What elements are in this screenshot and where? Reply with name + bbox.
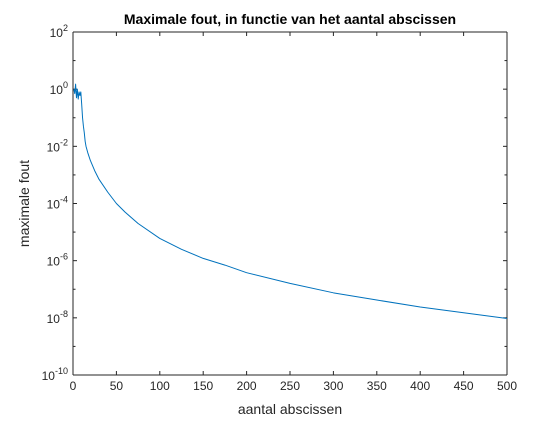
y-tick-label: 10-2 bbox=[47, 137, 68, 154]
y-tick-label: 10-10 bbox=[42, 366, 68, 383]
x-axis-ticks: 0 50 100 150 200 250 300 350 400 450 500 bbox=[70, 32, 517, 393]
x-tick-label: 300 bbox=[323, 379, 343, 393]
y-axis-ticks: 10-10 10-8 10-6 10-4 10-2 100 102 bbox=[42, 23, 507, 383]
x-tick-label: 350 bbox=[367, 379, 387, 393]
series-line bbox=[73, 83, 508, 319]
y-tick-label: 102 bbox=[50, 23, 68, 40]
y-tick-label: 10-6 bbox=[47, 252, 68, 269]
series-group bbox=[73, 83, 508, 319]
x-tick-label: 450 bbox=[454, 379, 474, 393]
y-tick-label: 100 bbox=[50, 80, 68, 97]
x-axis-label: aantal abscissen bbox=[238, 401, 342, 417]
x-tick-label: 400 bbox=[410, 379, 430, 393]
x-tick-label: 50 bbox=[110, 379, 124, 393]
x-tick-label: 0 bbox=[70, 379, 77, 393]
y-axis-label: maximale fout bbox=[16, 160, 32, 247]
y-tick-label: 10-4 bbox=[47, 195, 68, 212]
x-tick-label: 200 bbox=[237, 379, 257, 393]
x-tick-label: 100 bbox=[150, 379, 170, 393]
x-tick-label: 500 bbox=[497, 379, 517, 393]
plot-area bbox=[73, 32, 507, 375]
x-tick-label: 250 bbox=[280, 379, 300, 393]
y-tick-label: 10-8 bbox=[47, 309, 68, 326]
x-tick-label: 150 bbox=[193, 379, 213, 393]
chart-title: Maximale fout, in functie van het aantal… bbox=[124, 11, 456, 27]
